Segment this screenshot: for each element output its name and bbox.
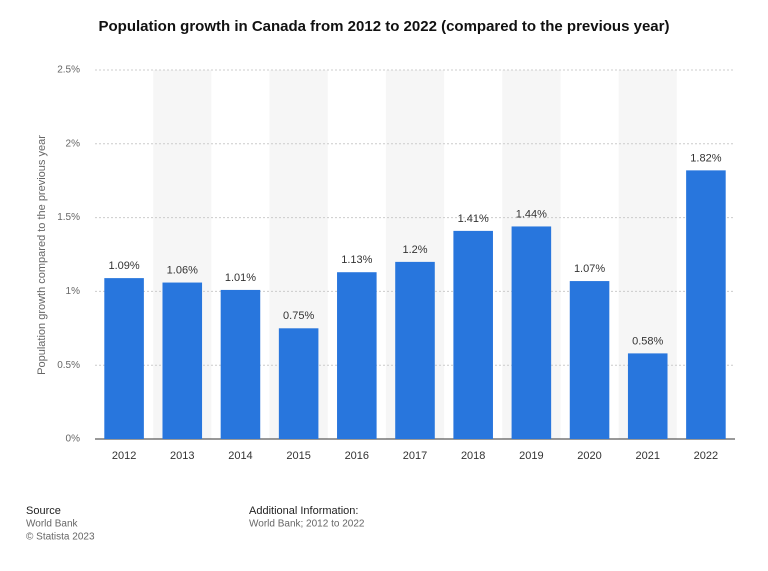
y-axis-label: Population growth compared to the previo… [36,135,48,375]
x-tick-label: 2014 [228,450,252,462]
bar [220,289,261,439]
bar [278,328,319,439]
y-tick-label: 0.5% [57,360,80,371]
y-tick-label: 2.5% [57,65,80,76]
x-tick-label: 2019 [519,450,543,462]
value-label: 1.44% [516,208,547,220]
value-label: 1.06% [167,264,198,276]
y-tick-label: 0% [66,434,81,445]
y-tick-label: 1.5% [57,212,80,223]
bar [104,278,144,439]
copyright: © Statista 2023 [26,532,95,543]
x-tick-label: 2017 [403,450,427,462]
x-tick-label: 2020 [577,450,601,462]
y-tick-label: 2% [66,138,81,149]
value-label: 1.41% [458,213,489,225]
bar [162,282,203,439]
chart-title: Population growth in Canada from 2012 to… [99,18,670,35]
value-label: 0.58% [632,335,663,347]
x-tick-label: 2013 [170,450,194,462]
value-label: 1.01% [225,272,256,284]
bar [569,281,610,439]
value-label: 0.75% [283,310,314,322]
source: World Bank [26,519,79,530]
source-title: Source [26,505,61,517]
bar [511,226,552,439]
x-tick-label: 2012 [112,450,136,462]
value-label: 1.13% [341,254,372,266]
bar [453,230,493,439]
value-label: 1.09% [108,260,139,272]
bar [686,170,726,440]
info-title: Additional Information: [249,505,358,517]
bar [627,353,668,439]
x-tick-label: 2018 [461,450,485,462]
x-tick-label: 2016 [345,450,369,462]
value-label: 1.2% [402,244,427,256]
x-tick-label: 2022 [694,450,718,462]
info: World Bank; 2012 to 2022 [249,519,365,530]
value-label: 1.07% [574,263,605,275]
bar [395,261,435,439]
x-tick-label: 2021 [635,450,659,462]
x-tick-label: 2015 [286,450,310,462]
y-tick-label: 1% [66,286,81,297]
value-label: 1.82% [690,152,721,164]
bar [337,272,377,439]
